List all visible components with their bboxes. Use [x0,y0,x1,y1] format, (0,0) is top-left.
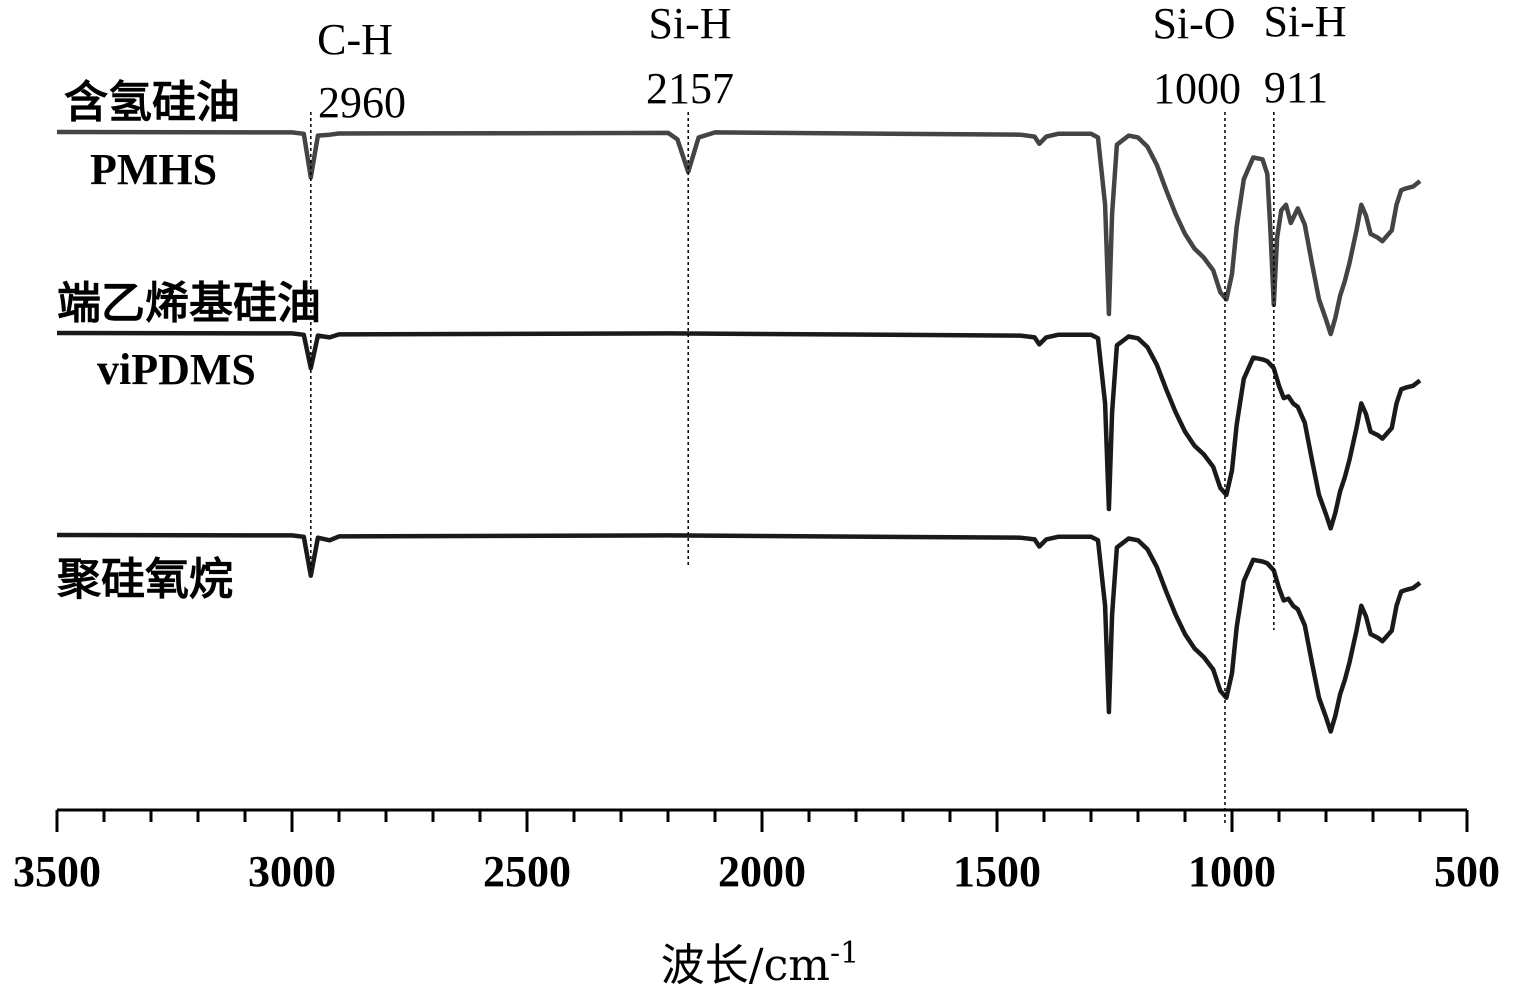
annotation-label-0: C-H [317,15,393,64]
x-axis-title-text: 波长/cm [661,940,830,991]
series-vipdms-line [57,333,1420,528]
series-polysiloxane-line [57,535,1420,732]
annotation-guides [311,112,1274,825]
x-tick-label: 1500 [953,847,1041,896]
series-polysiloxane-name: 聚硅氧烷 [56,554,233,605]
annotation-value-1: 2157 [646,64,734,113]
series-pmhs-name2: PMHS [90,145,217,194]
x-tick-label: 2000 [718,847,806,896]
annotation-label-3: Si-H [1263,0,1346,46]
x-tick-label: 1000 [1188,847,1276,896]
annotation-label-2: Si-O [1152,0,1235,48]
x-tick-label: 2500 [483,847,571,896]
annotation-value-2: 1000 [1153,64,1241,113]
x-axis-title-sup: -1 [830,936,859,971]
series-vipdms-name2: viPDMS [97,345,256,394]
annotation-value-3: 911 [1264,63,1328,112]
annotation-value-0: 2960 [318,78,406,127]
x-axis [57,810,1467,832]
annotation-label-1: Si-H [648,0,731,48]
x-axis-title: 波长/cm-1 [661,936,859,992]
x-tick-label: 3000 [248,847,336,896]
x-tick-label: 500 [1434,847,1500,896]
series-layer [57,132,1420,732]
series-pmhs-name: 含氢硅油 [64,77,240,128]
series-vipdms-name: 端乙烯基硅油 [57,278,321,329]
x-tick-label: 3500 [13,847,101,896]
